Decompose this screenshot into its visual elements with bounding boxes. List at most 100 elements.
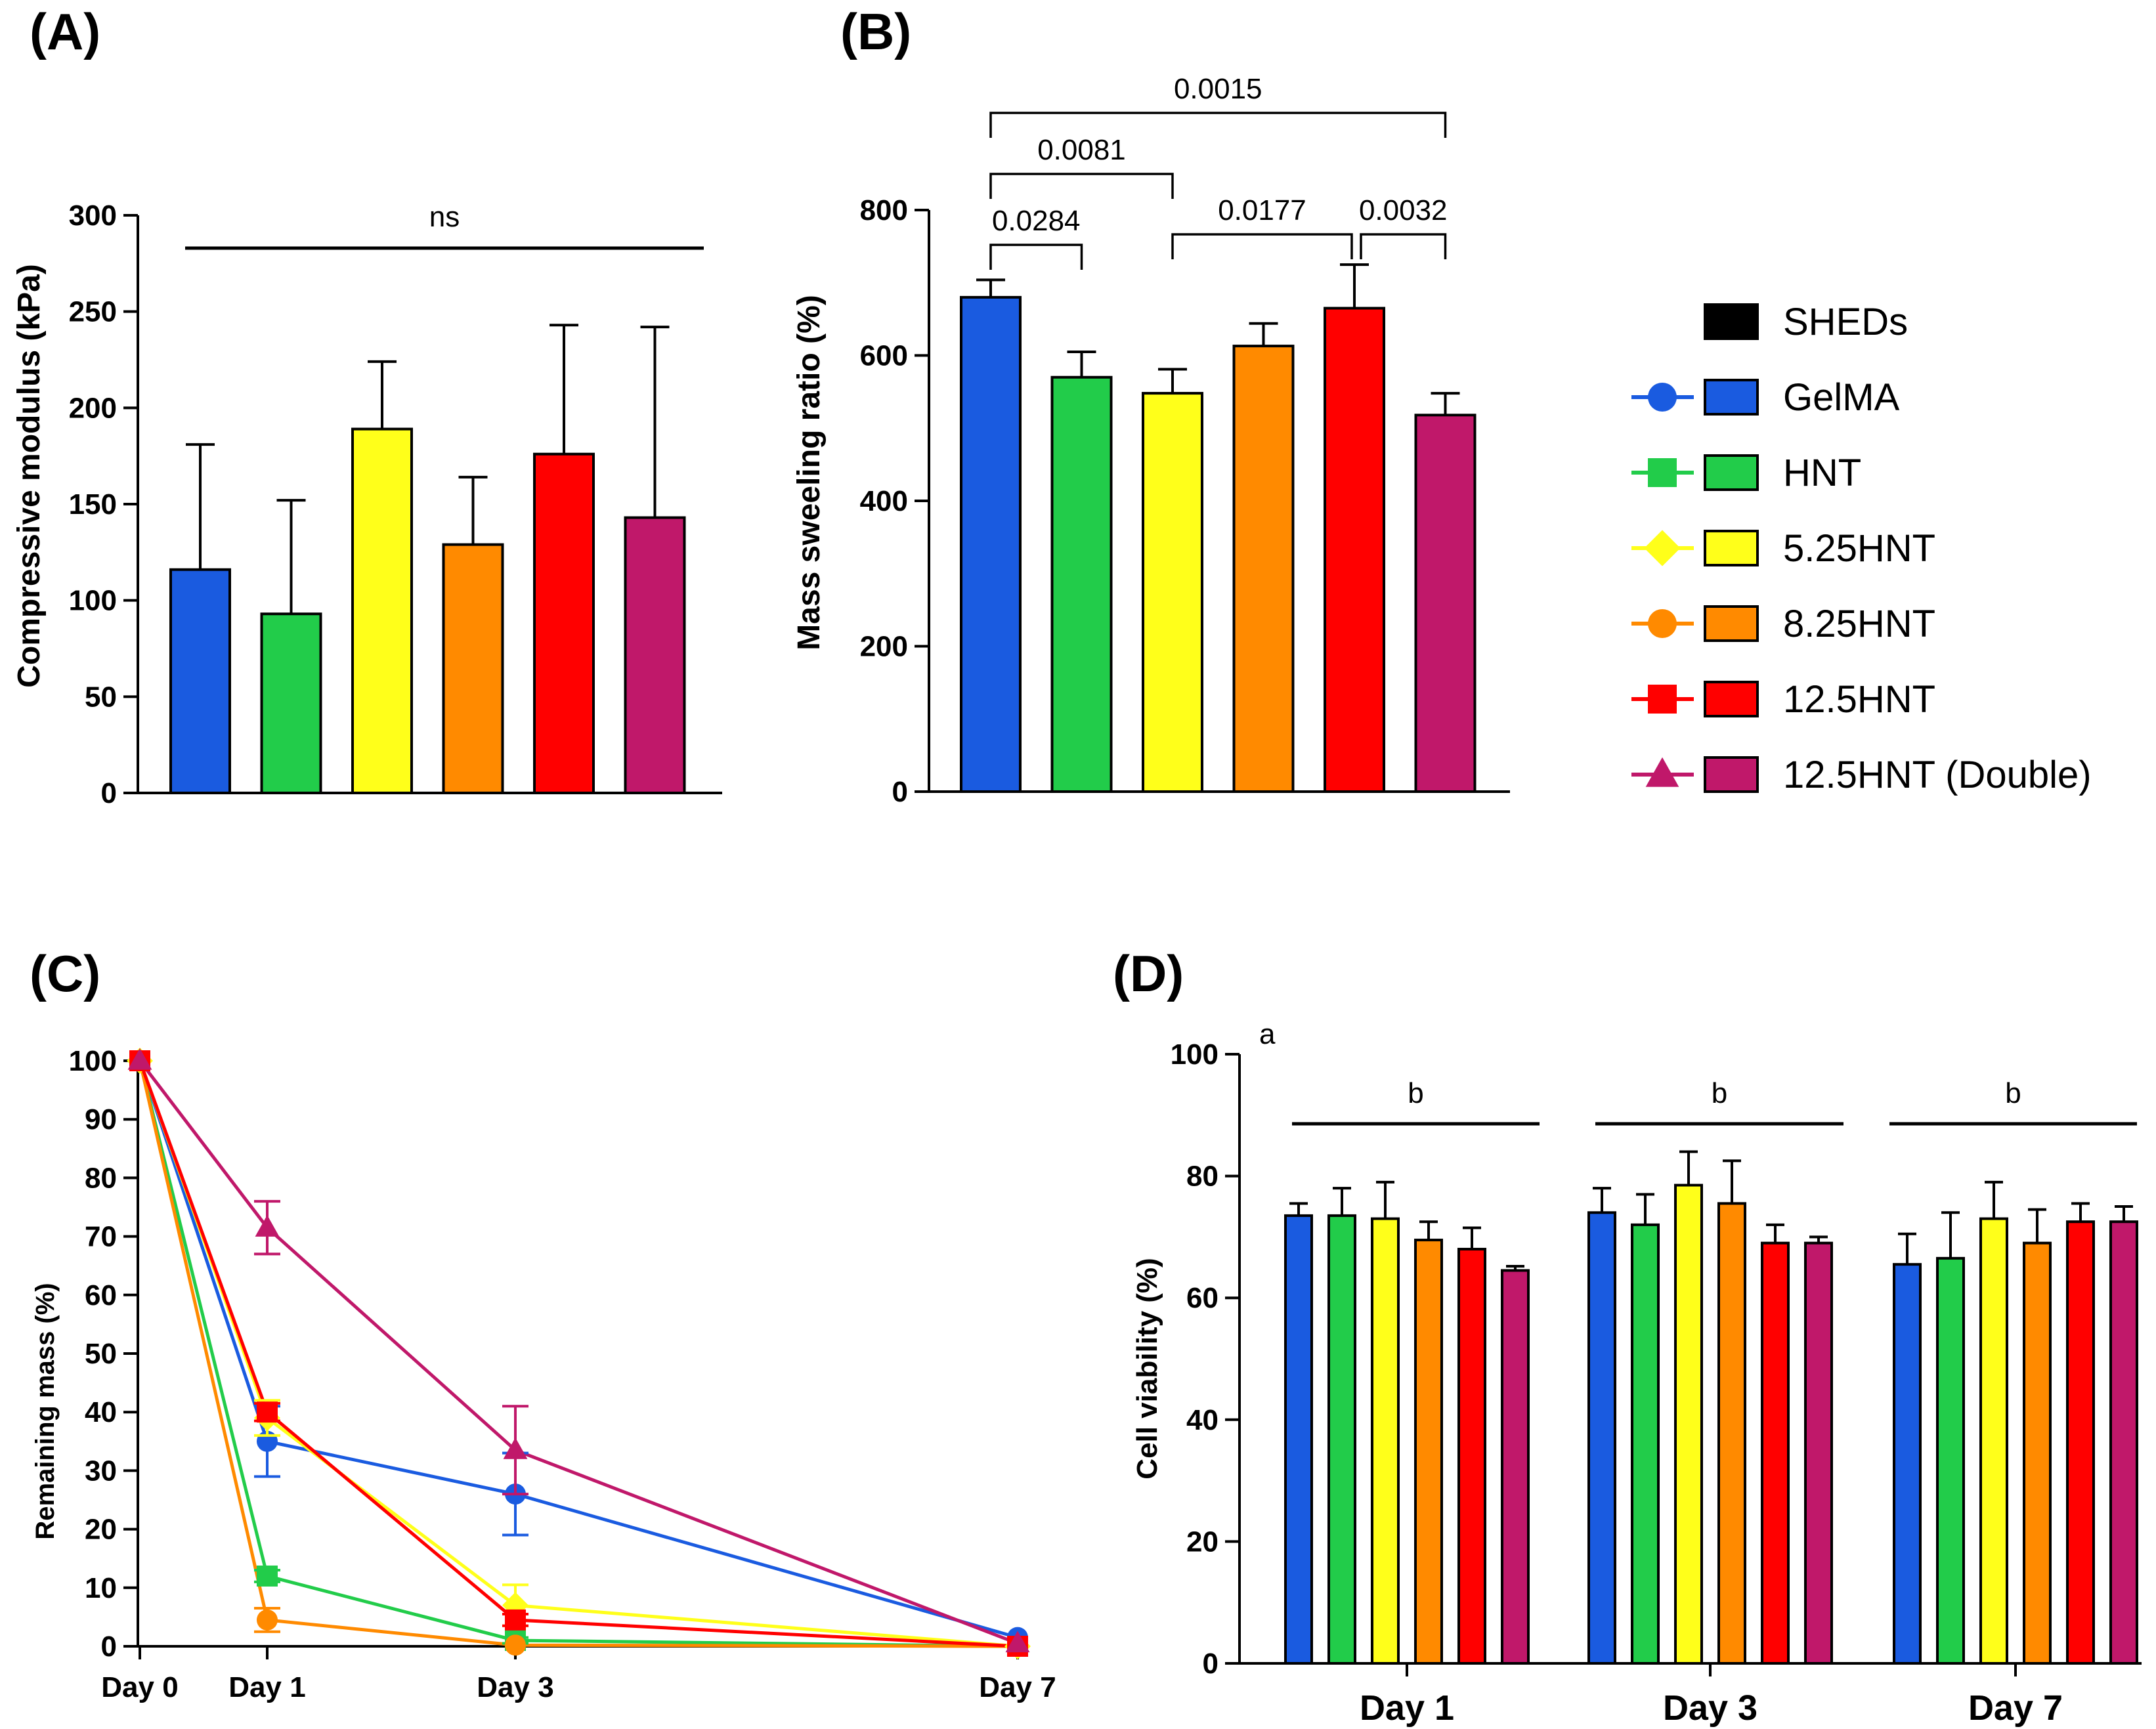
b-significance-bracket <box>989 173 1174 199</box>
d-annotation-b: b <box>2005 1077 2021 1109</box>
d-x-tick-label: Day 1 <box>1360 1688 1454 1728</box>
d-bar <box>1804 1241 1833 1665</box>
chart-panel-a: 0 50 100 150 200 250 300 ns <box>69 200 722 809</box>
c-x-tick-label: Day 0 <box>101 1671 178 1703</box>
c-data-point <box>257 1565 278 1587</box>
panel-label-d: (D) <box>1113 945 1184 1002</box>
b-significance-label: 0.0015 <box>1174 73 1262 105</box>
b-bar <box>1232 345 1295 793</box>
panel-label-c: (C) <box>30 945 100 1002</box>
panel-label-a: (A) <box>30 3 100 60</box>
d-bar <box>1717 1202 1746 1665</box>
ylabel-c: Remaining mass (%) <box>31 1283 60 1539</box>
c-data-point <box>1005 1631 1030 1653</box>
c-y-tick-label: 50 <box>85 1338 117 1370</box>
legend-label: SHEDs <box>1783 301 1908 343</box>
c-y-tick-label: 10 <box>85 1572 117 1604</box>
b-y-tick-label: 400 <box>860 485 908 517</box>
b-significance-bracket <box>1360 233 1447 259</box>
legend-bar-swatch <box>1704 605 1759 642</box>
a-bar <box>533 452 595 794</box>
b-y-tick-label: 800 <box>860 194 908 226</box>
c-data-point <box>127 1048 152 1070</box>
b-bar <box>1050 375 1113 793</box>
c-y-tick-label: 90 <box>85 1103 117 1136</box>
c-y-tick-label: 0 <box>101 1631 117 1663</box>
d-bar <box>2023 1241 2052 1665</box>
c-x-tick-label: Day 7 <box>979 1671 1056 1703</box>
b-bar <box>1142 392 1203 793</box>
c-y-tick-label: 40 <box>85 1396 117 1428</box>
b-bar <box>1324 307 1385 793</box>
legend-label: GelMA <box>1783 376 1900 419</box>
c-series-line <box>138 1060 1018 1648</box>
d-bar <box>2109 1220 2138 1665</box>
a-y-tick-label: 100 <box>69 585 117 617</box>
d-bar <box>1893 1263 1922 1665</box>
legend-marker-square <box>1648 685 1677 714</box>
legend-marker-circle <box>1648 609 1677 638</box>
d-bar <box>2066 1220 2095 1665</box>
legend-marker-square <box>1648 458 1677 487</box>
c-data-point <box>257 1609 278 1631</box>
a-bar <box>260 612 322 794</box>
a-bar <box>442 543 504 794</box>
a-bar <box>169 568 231 794</box>
legend-marker-triangle <box>1645 757 1679 787</box>
d-y-tick-label: 40 <box>1186 1404 1218 1436</box>
legend-label: 12.5HNT <box>1783 678 1935 721</box>
legend-label: 12.5HNT (Double) <box>1783 754 2092 796</box>
d-annotation-a: a <box>1259 1018 1276 1050</box>
chart-panel-c: 0 10 20 30 40 50 60 70 80 90 100 Day 0 Day 1 Day 3 Day… <box>69 1045 1056 1703</box>
d-bar <box>1631 1223 1660 1665</box>
a-bar <box>351 427 413 794</box>
a-y-tick-label: 200 <box>69 392 117 424</box>
b-bar <box>960 295 1022 793</box>
d-bar <box>1587 1211 1616 1665</box>
a-bar <box>624 516 686 794</box>
b-significance-label: 0.0032 <box>1359 194 1448 226</box>
c-series-line <box>138 1060 1018 1648</box>
chart-panel-d: 0 20 40 60 80 100 Day 1 Day 3 Day 7 a b b b <box>1171 1018 2142 1728</box>
a-y-tick-label: 50 <box>85 681 117 713</box>
d-bar <box>1936 1256 1965 1665</box>
d-bar <box>1414 1239 1443 1665</box>
legend-bar-swatch <box>1704 303 1759 340</box>
b-y-tick-label: 600 <box>860 340 908 372</box>
c-data-point <box>505 1609 526 1631</box>
legend-bar-swatch <box>1704 454 1759 491</box>
a-significance-label: ns <box>429 201 460 233</box>
b-significance-bracket <box>989 244 1083 270</box>
d-annotation-b: b <box>1408 1077 1423 1109</box>
d-y-tick-label: 80 <box>1186 1161 1218 1193</box>
legend-bar-swatch <box>1704 681 1759 717</box>
legend-marker-diamond <box>1644 530 1681 566</box>
b-y-tick-label: 0 <box>892 776 908 808</box>
c-series-line <box>138 1060 1018 1648</box>
ylabel-a: Compressive modulus (kPa) <box>12 264 47 688</box>
d-x-tick-label: Day 3 <box>1663 1688 1757 1728</box>
c-data-point <box>505 1634 526 1656</box>
legend-bar-swatch <box>1704 756 1759 793</box>
c-data-point <box>255 1215 280 1237</box>
c-y-tick-label: 20 <box>85 1514 117 1546</box>
c-data-point <box>503 1437 528 1459</box>
legend-label: HNT <box>1783 452 1861 494</box>
d-x-tick-label: Day 7 <box>1968 1688 2063 1728</box>
ylabel-d: Cell viability (%) <box>1131 1258 1163 1479</box>
c-x-tick-label: Day 1 <box>228 1671 305 1703</box>
legend: SHEDs GelMA HNT 5.25HNT 8.25HNT 12.5HNT 12.5HN… <box>1631 301 2092 796</box>
legend-bar-swatch <box>1704 530 1759 566</box>
d-annotation-b: b <box>1712 1077 1727 1109</box>
legend-label: 8.25HNT <box>1783 603 1935 645</box>
a-y-tick-label: 300 <box>69 200 117 232</box>
b-significance-label: 0.0081 <box>1037 134 1126 166</box>
b-bar <box>1414 414 1477 793</box>
chart-panel-b: 0 200 400 600 800 0.0284 0.0081 0.0015 0.0177 0.0… <box>860 73 1510 808</box>
c-y-tick-label: 60 <box>85 1279 117 1312</box>
d-bar <box>1501 1269 1530 1665</box>
d-bar <box>1284 1214 1313 1665</box>
c-y-tick-label: 70 <box>85 1221 117 1253</box>
d-y-tick-label: 20 <box>1186 1526 1218 1558</box>
